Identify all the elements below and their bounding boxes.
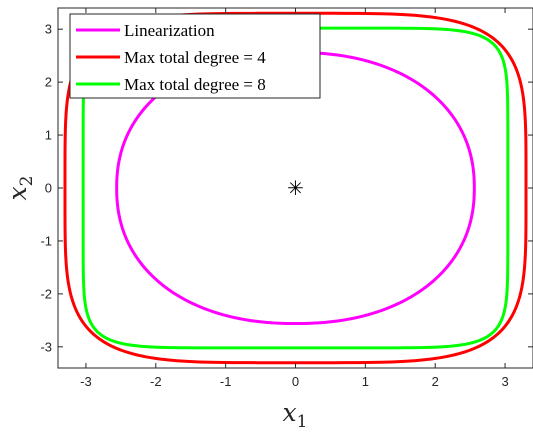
y-tick-label: 2 (45, 75, 52, 90)
x-axis-label: x1 (283, 398, 308, 432)
series-curves (63, 11, 528, 365)
x-tick-label: -1 (220, 374, 232, 389)
series-curve-0 (115, 50, 476, 326)
y-tick-label: 3 (45, 22, 52, 37)
y-axis-label: x2 (3, 176, 37, 201)
legend: Linearization Max total degree = 4 Max t… (69, 13, 321, 99)
x-axis-label-subscript: 1 (297, 412, 308, 432)
y-axis-label-main: x (3, 186, 32, 200)
x-tick-label: 2 (432, 374, 439, 389)
x-tick-label: 1 (362, 374, 369, 389)
x-tick-label: -3 (80, 374, 92, 389)
y-tick-label: -3 (40, 339, 52, 354)
y-tick-label: 1 (45, 128, 52, 143)
x-tick-label: -2 (150, 374, 162, 389)
y-tick-label: -1 (40, 233, 52, 248)
y-axis-label-subscript: 2 (17, 176, 37, 187)
legend-label-degree-4: Max total degree = 4 (124, 48, 266, 67)
legend-label-linearization: Linearization (124, 21, 215, 40)
x-tick-label: 0 (292, 374, 299, 389)
equilibrium-marker: ✳ (287, 176, 304, 200)
x-tick-label: 3 (501, 374, 508, 389)
x-ticks: -3 -2 -1 0 1 2 3 (80, 8, 509, 389)
y-tick-label: -2 (40, 286, 52, 301)
y-ticks: -3 -2 -1 0 1 2 3 (40, 22, 533, 354)
legend-label-degree-8: Max total degree = 8 (124, 75, 266, 94)
series-curve-1 (63, 11, 528, 365)
y-tick-label: 0 (45, 181, 52, 196)
x-axis-label-main: x (283, 398, 297, 427)
series-curve-2 (81, 26, 510, 350)
